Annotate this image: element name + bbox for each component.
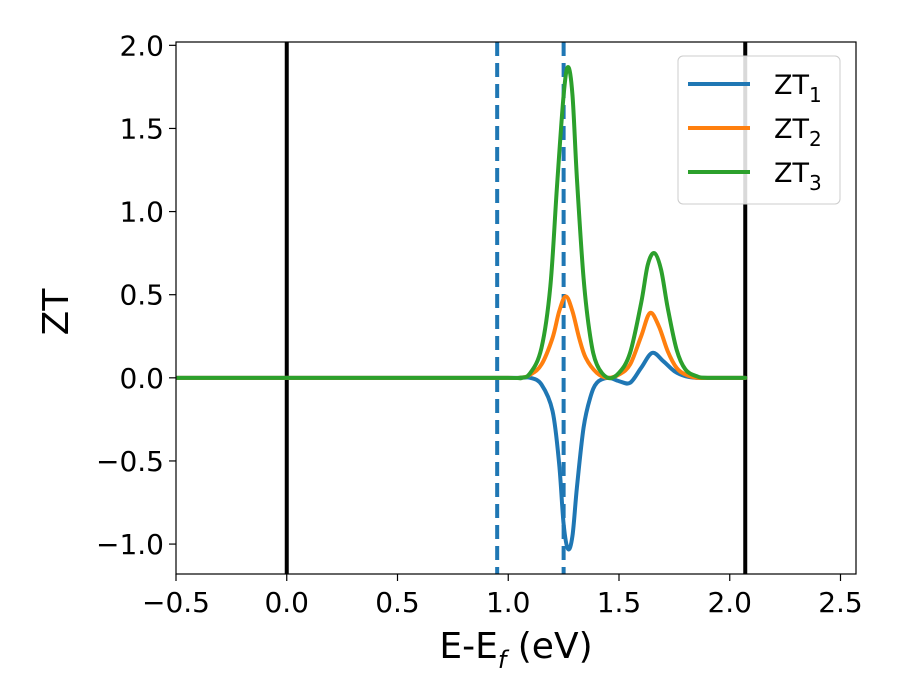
x-tick-label: 2.0 [707, 586, 752, 619]
y-tick-label: 0.0 [119, 362, 164, 395]
x-tick-label: 2.5 [818, 586, 863, 619]
x-tick-label: −0.5 [142, 586, 210, 619]
x-tick-label: 1.0 [486, 586, 531, 619]
y-tick-label: 1.0 [119, 196, 164, 229]
x-tick-label: 1.5 [597, 586, 642, 619]
vertical-reference-lines [284, 42, 748, 574]
x-axis-title: E-Ef (eV) [439, 626, 592, 674]
legend-label-zt3: ZT3 [774, 158, 822, 195]
legend-label-zt1: ZT1 [774, 70, 822, 107]
y-tick-label: −0.5 [96, 445, 164, 478]
y-tick-label: −1.0 [96, 528, 164, 561]
legend: ZT1 ZT2 ZT3 [677, 55, 841, 205]
y-axis: −1.0 −0.5 0.0 0.5 1.0 1.5 2.0 [96, 29, 176, 561]
series-line-zt1 [176, 350, 748, 552]
series-line-zt3 [176, 64, 748, 381]
series-line-zt2 [176, 294, 748, 381]
y-tick-label: 2.0 [119, 29, 164, 62]
y-axis-title: ZT [36, 288, 77, 336]
series-layer [176, 64, 748, 552]
plot-frame [175, 41, 857, 575]
x-axis: −0.5 0.0 0.5 1.0 1.5 2.0 2.5 [142, 574, 863, 619]
x-tick-label: 0.0 [264, 586, 309, 619]
legend-box [677, 55, 841, 205]
legend-label-zt2: ZT2 [774, 114, 822, 151]
x-tick-label: 0.5 [375, 586, 420, 619]
y-tick-label: 0.5 [119, 279, 164, 312]
y-tick-label: 1.5 [119, 112, 164, 145]
